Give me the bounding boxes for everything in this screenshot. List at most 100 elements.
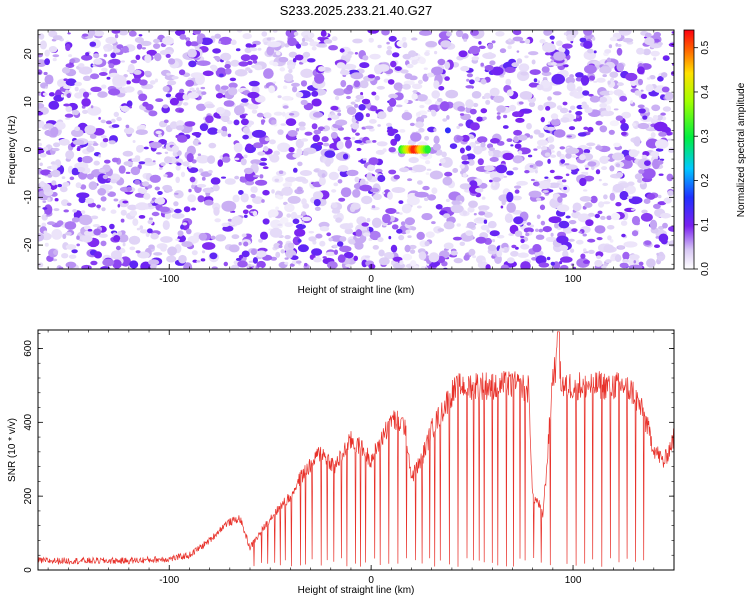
heatmap-cell (268, 85, 275, 94)
heatmap-cell (471, 56, 480, 61)
heatmap-cell (476, 116, 483, 122)
heatmap-cell (606, 57, 612, 63)
heatmap-cell (44, 242, 49, 247)
heatmap-cell (179, 88, 185, 94)
heatmap-cell (644, 240, 652, 245)
heatmap-cell (98, 72, 108, 76)
heatmap-cell (588, 249, 595, 254)
heatmap-cell (618, 30, 632, 36)
colorbar-ticks: 0.0 0.1 0.2 0.3 0.4 0.5 (694, 40, 711, 276)
heatmap-cell (361, 259, 368, 268)
heatmap-cell (511, 244, 517, 249)
heatmap-cell (313, 129, 322, 135)
heatmap-cell (66, 202, 72, 206)
heatmap-cell (551, 73, 565, 85)
heatmap-cell (340, 187, 352, 198)
heatmap-cell (97, 91, 108, 98)
heatmap-cell (446, 31, 452, 37)
heatmap-cell (62, 182, 70, 187)
heatmap-cell (512, 155, 523, 164)
heatmap-cell (546, 126, 556, 131)
heatmap-cell (125, 124, 130, 129)
heatmap-cell (93, 160, 100, 166)
heatmap-cell (392, 262, 405, 269)
heatmap-cell (110, 209, 117, 214)
heatmap-cell (200, 86, 206, 90)
heatmap-cell (158, 167, 163, 170)
heatmap-cell (40, 169, 52, 176)
heatmap-cell (461, 134, 470, 142)
heatmap-cell (44, 123, 54, 129)
heatmap-cell (103, 53, 108, 58)
heatmap-cell (153, 38, 160, 44)
heatmap-cell (44, 49, 50, 57)
heatmap-cell (109, 223, 115, 230)
heatmap-cell (438, 86, 445, 91)
heatmap-cell (415, 121, 424, 128)
heatmap-cell (496, 112, 501, 115)
heatmap-cell (574, 30, 579, 36)
heatmap-cell (251, 109, 258, 114)
heatmap-cell (492, 182, 496, 186)
heatmap-cell (346, 169, 359, 177)
heatmap-y-ticks: -20 -10 0 10 20 (23, 34, 674, 265)
heatmap-cell (42, 92, 48, 96)
heatmap-cell (151, 211, 160, 217)
heatmap-cell (337, 112, 342, 117)
heatmap-cell (111, 157, 119, 163)
heatmap-cell (51, 229, 63, 240)
heatmap-cell (273, 151, 279, 155)
heatmap-cell (148, 244, 155, 250)
heatmap-cell (173, 190, 184, 199)
heatmap-cell (388, 93, 398, 99)
heatmap-cell (485, 264, 491, 269)
heatmap-cell (58, 80, 65, 84)
heatmap-cell (41, 222, 47, 228)
heatmap-cell (559, 244, 569, 251)
heatmap-cell (398, 234, 405, 241)
heatmap-cell (444, 61, 451, 70)
heatmap-cell (247, 60, 253, 65)
heatmap-cell (548, 189, 554, 193)
heatmap-cell (468, 142, 477, 148)
heatmap-cell (171, 145, 179, 153)
heatmap-cell (644, 160, 651, 167)
heatmap-cell (459, 183, 472, 190)
heatmap-cell (387, 106, 393, 113)
heatmap-cell (123, 161, 134, 166)
heatmap-cell (519, 40, 526, 44)
heatmap-cell (383, 78, 390, 83)
heatmap-cell (595, 145, 603, 151)
heatmap-cell (514, 143, 522, 149)
heatmap-cell (550, 113, 559, 120)
heatmap-cell (80, 184, 87, 190)
heatmap-cell (250, 186, 258, 193)
heatmap-cell (162, 184, 173, 191)
snr-y-tick-label: 600 (23, 340, 34, 357)
heatmap-cell (552, 91, 562, 96)
heatmap-cell (431, 187, 438, 194)
heatmap-cell (323, 142, 330, 147)
heatmap-cell (475, 236, 487, 244)
heatmap-cell (98, 116, 101, 120)
heatmap-cell (312, 134, 320, 142)
heatmap-cell (620, 220, 628, 226)
heatmap-cell (313, 199, 321, 207)
heatmap-cell (65, 231, 72, 236)
heatmap-cell (245, 143, 253, 151)
heatmap-cell (191, 132, 202, 136)
heatmap-cell (602, 182, 609, 186)
heatmap-cell (477, 136, 488, 144)
heatmap-cell (257, 47, 262, 51)
heatmap-cell (167, 246, 178, 256)
heatmap-cell (482, 116, 487, 121)
heatmap-cell (52, 57, 57, 62)
heatmap-cell (649, 75, 656, 80)
heatmap-cell (44, 204, 53, 215)
heatmap-cell (243, 241, 249, 247)
heatmap-cell (163, 119, 169, 124)
heatmap-cell (663, 197, 672, 204)
heatmap-cell (592, 36, 596, 41)
heatmap-cell (301, 211, 307, 216)
heatmap-cell (156, 152, 162, 155)
